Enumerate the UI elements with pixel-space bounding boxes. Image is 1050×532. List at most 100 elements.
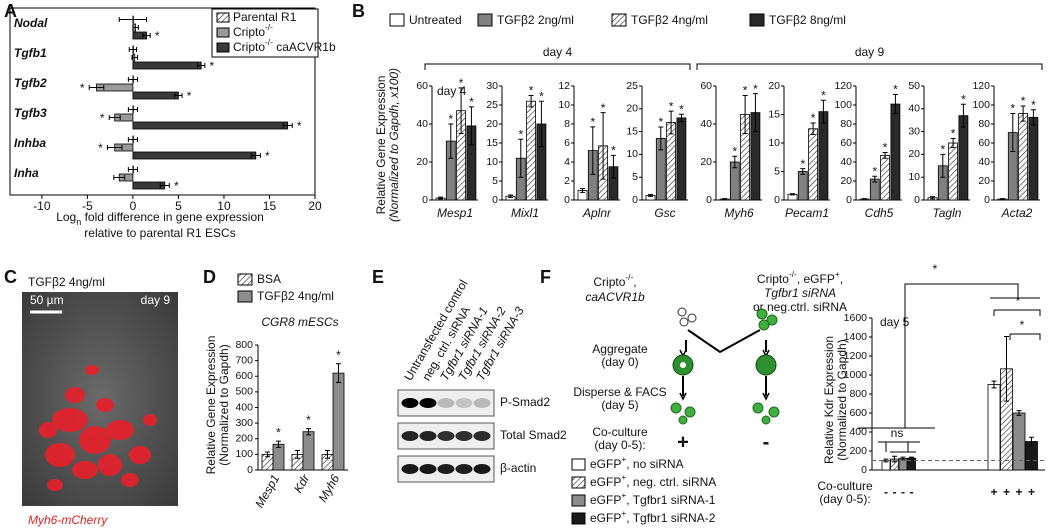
significance: * [821,88,826,102]
bar [132,151,257,160]
error-bar [820,99,826,124]
error-bar [872,175,878,183]
y-tick-label: 60 [700,80,712,92]
y-tick-label: 1600 [844,312,868,324]
band [437,464,455,474]
legend-swatch [749,13,765,27]
error-bar [790,193,795,196]
bar [132,91,179,100]
error-bar [668,110,674,135]
y-tick-label: 300 [235,417,253,429]
y-tick-label: 120 [972,80,990,92]
error-bar [1000,198,1005,201]
y-tick-label: 200 [849,445,867,457]
subtitle: CGR8 mESCs [261,315,338,329]
error-bar [174,93,183,98]
group-bracket [696,63,1043,70]
x-tick-label: Pecam1 [785,206,829,220]
error-bar [118,17,148,22]
bar [302,431,315,471]
y-tick-label: 15 [626,125,638,137]
scale-label: 50 µm [30,293,64,307]
legend-label: eGFP+, neg. ctrl. siRNA [590,472,716,489]
error-bar [108,115,121,120]
y-tick-label: 80 [840,118,852,130]
aggregate [755,354,777,376]
band [419,464,437,474]
y-tick-label: 600 [235,370,253,382]
panel-label: C [4,267,17,287]
error-bar [106,145,123,150]
panel-label: E [372,267,384,287]
significance: * [518,127,523,141]
legend-label: Cripto-/- [233,22,273,39]
y-tick-label: 5 [774,165,780,177]
y-tick-label: 200 [235,433,253,445]
significance-bracket [878,441,920,453]
error-bar [862,198,867,201]
error-bar [722,198,727,200]
x-tick-label: + [1028,485,1035,499]
y-tick-label: 0 [846,194,852,206]
bar [526,100,536,201]
y-tick-label: 8 [564,118,570,130]
significance: * [1031,98,1036,112]
gene-label: Tgfb2 [14,76,47,90]
y-tick-label: 15 [768,108,780,120]
coculture-sign: + [677,431,689,453]
group-bracket [424,63,691,70]
x-tick-label: 20 [308,199,322,213]
error-bar [610,154,616,179]
error-bar [742,95,748,134]
bar [958,115,969,201]
error-bar [88,85,105,90]
error-bar [580,188,585,193]
coculture-sign: - [763,431,770,453]
significance: * [601,101,606,115]
y-tick-label: 40 [700,118,712,130]
significance-bracket [993,309,1041,316]
x-tick-label: -10 [33,199,51,213]
significance: * [1016,294,1021,308]
error-bar [336,363,341,383]
x-tick-label: - [910,485,914,499]
bar [880,154,890,201]
significance: * [1020,318,1025,332]
y-tick-label: 6 [564,137,570,149]
x-tick-label: + [1003,485,1010,499]
significance-bracket [1009,333,1041,340]
band [455,464,473,474]
significance: * [753,82,758,96]
error-bar [930,196,935,200]
legend-swatch [571,476,586,489]
legend-swatch [611,13,627,27]
significance: * [469,95,474,109]
cell-label: caACVR1b [585,290,645,304]
legend-swatch [216,42,230,53]
significance: * [893,83,898,97]
gene-label: Nodal [14,16,48,30]
error-bar [648,194,653,197]
cell-label: or neg.ctrl. siRNA [753,300,847,314]
aggregate-core [680,362,686,368]
y-axis-label: Relative Kdr Expression [822,336,836,464]
significance: * [800,157,805,171]
significance: * [811,111,816,125]
legend-label: Cripto-/- caACVR1b [233,37,336,54]
gene-label: Inhba [14,136,46,150]
x-tick-label: - [884,485,888,499]
x-tick-label: + [1015,485,1022,499]
bar [818,111,829,201]
y-tick-label: 2 [564,175,570,187]
legend-swatch [389,13,405,27]
y-tick-label: 1200 [844,350,868,362]
day-label: day 9 [141,293,171,307]
cripto-cells [677,307,697,327]
error-bar [131,55,138,60]
chart-title: day 5 [880,315,910,329]
bar [948,142,958,201]
error-bar [800,168,806,175]
error-bar [132,25,139,30]
y-tick-label: 20 [486,118,498,130]
error-bar [448,123,454,159]
